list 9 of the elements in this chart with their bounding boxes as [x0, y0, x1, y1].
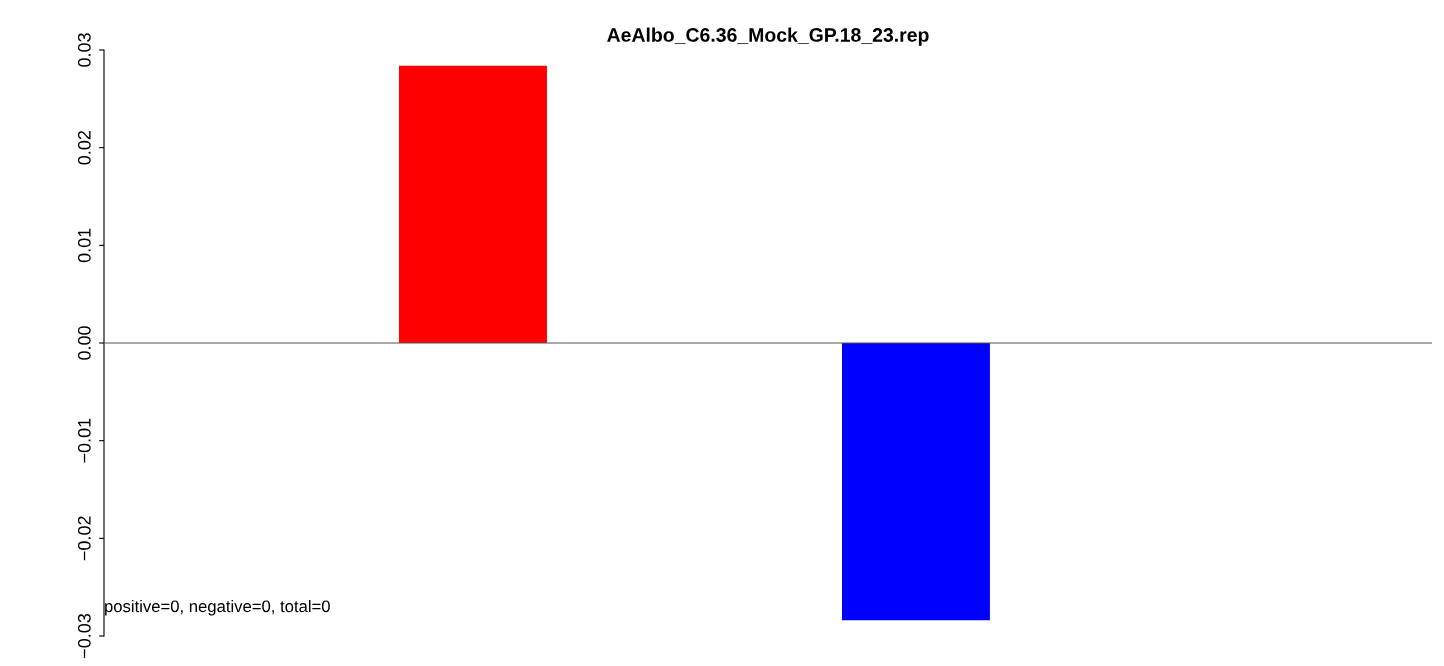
- y-tick-label: 0.00: [77, 326, 91, 360]
- annotation: positive=0, negative=0, total=0: [105, 599, 330, 616]
- y-tick-label: −0.01: [77, 418, 91, 463]
- y-tick-label: 0.03: [77, 33, 91, 67]
- y-tick-label: 0.01: [77, 228, 91, 263]
- y-tick-label: 0.02: [77, 131, 91, 165]
- y-tick-label: −0.03: [77, 613, 91, 658]
- chart-title: AeAlbo_C6.36_Mock_GP.18_23.rep: [607, 27, 929, 46]
- y-tick-label: −0.02: [77, 516, 91, 561]
